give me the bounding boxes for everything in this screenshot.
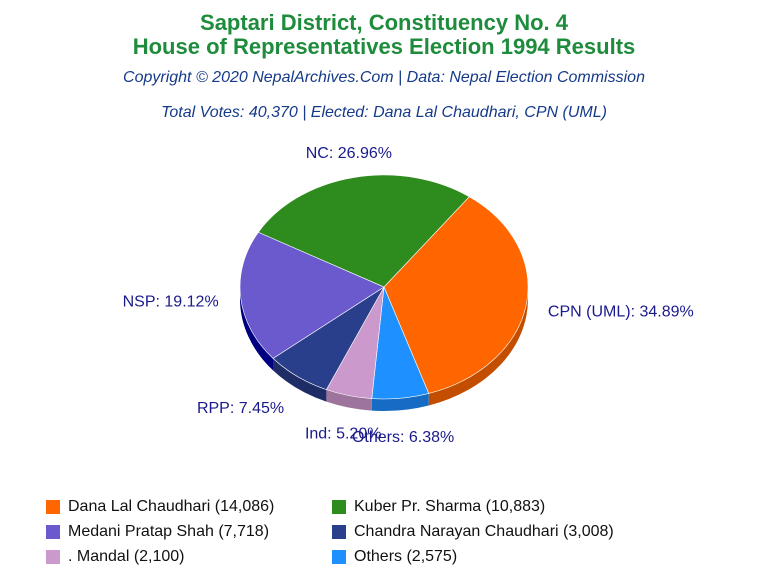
legend-label: . Mandal (2,100) xyxy=(68,548,185,565)
pie-slice-nsp xyxy=(239,231,385,359)
chart-title-line2: House of Representatives Election 1994 R… xyxy=(132,34,636,59)
chart-legend: Dana Lal Chaudhari (14,086) Kuber Pr. Sh… xyxy=(46,497,746,567)
legend-swatch-rpp xyxy=(332,525,346,539)
legend-label: Others (2,575) xyxy=(354,548,458,565)
chart-title-line1: Saptari District, Constituency No. 4 xyxy=(200,10,568,35)
legend-item: Chandra Narayan Chaudhari (3,008) xyxy=(332,522,672,542)
legend-label: Dana Lal Chaudhari (14,086) xyxy=(68,498,275,515)
slice-label-rpp: RPP: 7.45% xyxy=(197,400,284,417)
legend-item: . Mandal (2,100) xyxy=(46,547,332,567)
copyright-text: Copyright © 2020 NepalArchives.Com | Dat… xyxy=(123,69,645,86)
pie-side-others xyxy=(371,393,429,411)
chart-subtitle: Total Votes: 40,370 | Elected: Dana Lal … xyxy=(161,104,607,121)
pie-side-ind xyxy=(326,389,372,411)
legend-item: Dana Lal Chaudhari (14,086) xyxy=(46,497,332,517)
legend-swatch-nsp xyxy=(46,525,60,539)
legend-swatch-cpn-uml xyxy=(46,500,60,514)
legend-item: Medani Pratap Shah (7,718) xyxy=(46,522,332,542)
legend-item: Kuber Pr. Sharma (10,883) xyxy=(332,497,672,517)
slice-label-others: Others: 6.38% xyxy=(352,429,454,446)
pie-slice-nc xyxy=(257,174,470,288)
legend-swatch-ind xyxy=(46,550,60,564)
pie-side-nsp xyxy=(240,287,274,371)
slice-label-nsp: NSP: 19.12% xyxy=(123,294,219,311)
legend-label: Kuber Pr. Sharma (10,883) xyxy=(354,498,546,515)
slice-label-cpn-uml: CPN (UML): 34.89% xyxy=(548,304,694,321)
slice-label-nc: NC: 26.96% xyxy=(306,145,392,162)
legend-swatch-nc xyxy=(332,500,346,514)
legend-label: Medani Pratap Shah (7,718) xyxy=(68,523,270,540)
slice-label-ind: Ind: 5.20% xyxy=(305,425,382,442)
pie-side-rpp xyxy=(273,358,327,402)
legend-swatch-others xyxy=(332,550,346,564)
legend-label: Chandra Narayan Chaudhari (3,008) xyxy=(354,523,614,540)
pie-side-cpn-uml xyxy=(428,287,528,406)
legend-item: Others (2,575) xyxy=(332,547,672,567)
pie-slice-cpn-uml xyxy=(383,196,529,394)
